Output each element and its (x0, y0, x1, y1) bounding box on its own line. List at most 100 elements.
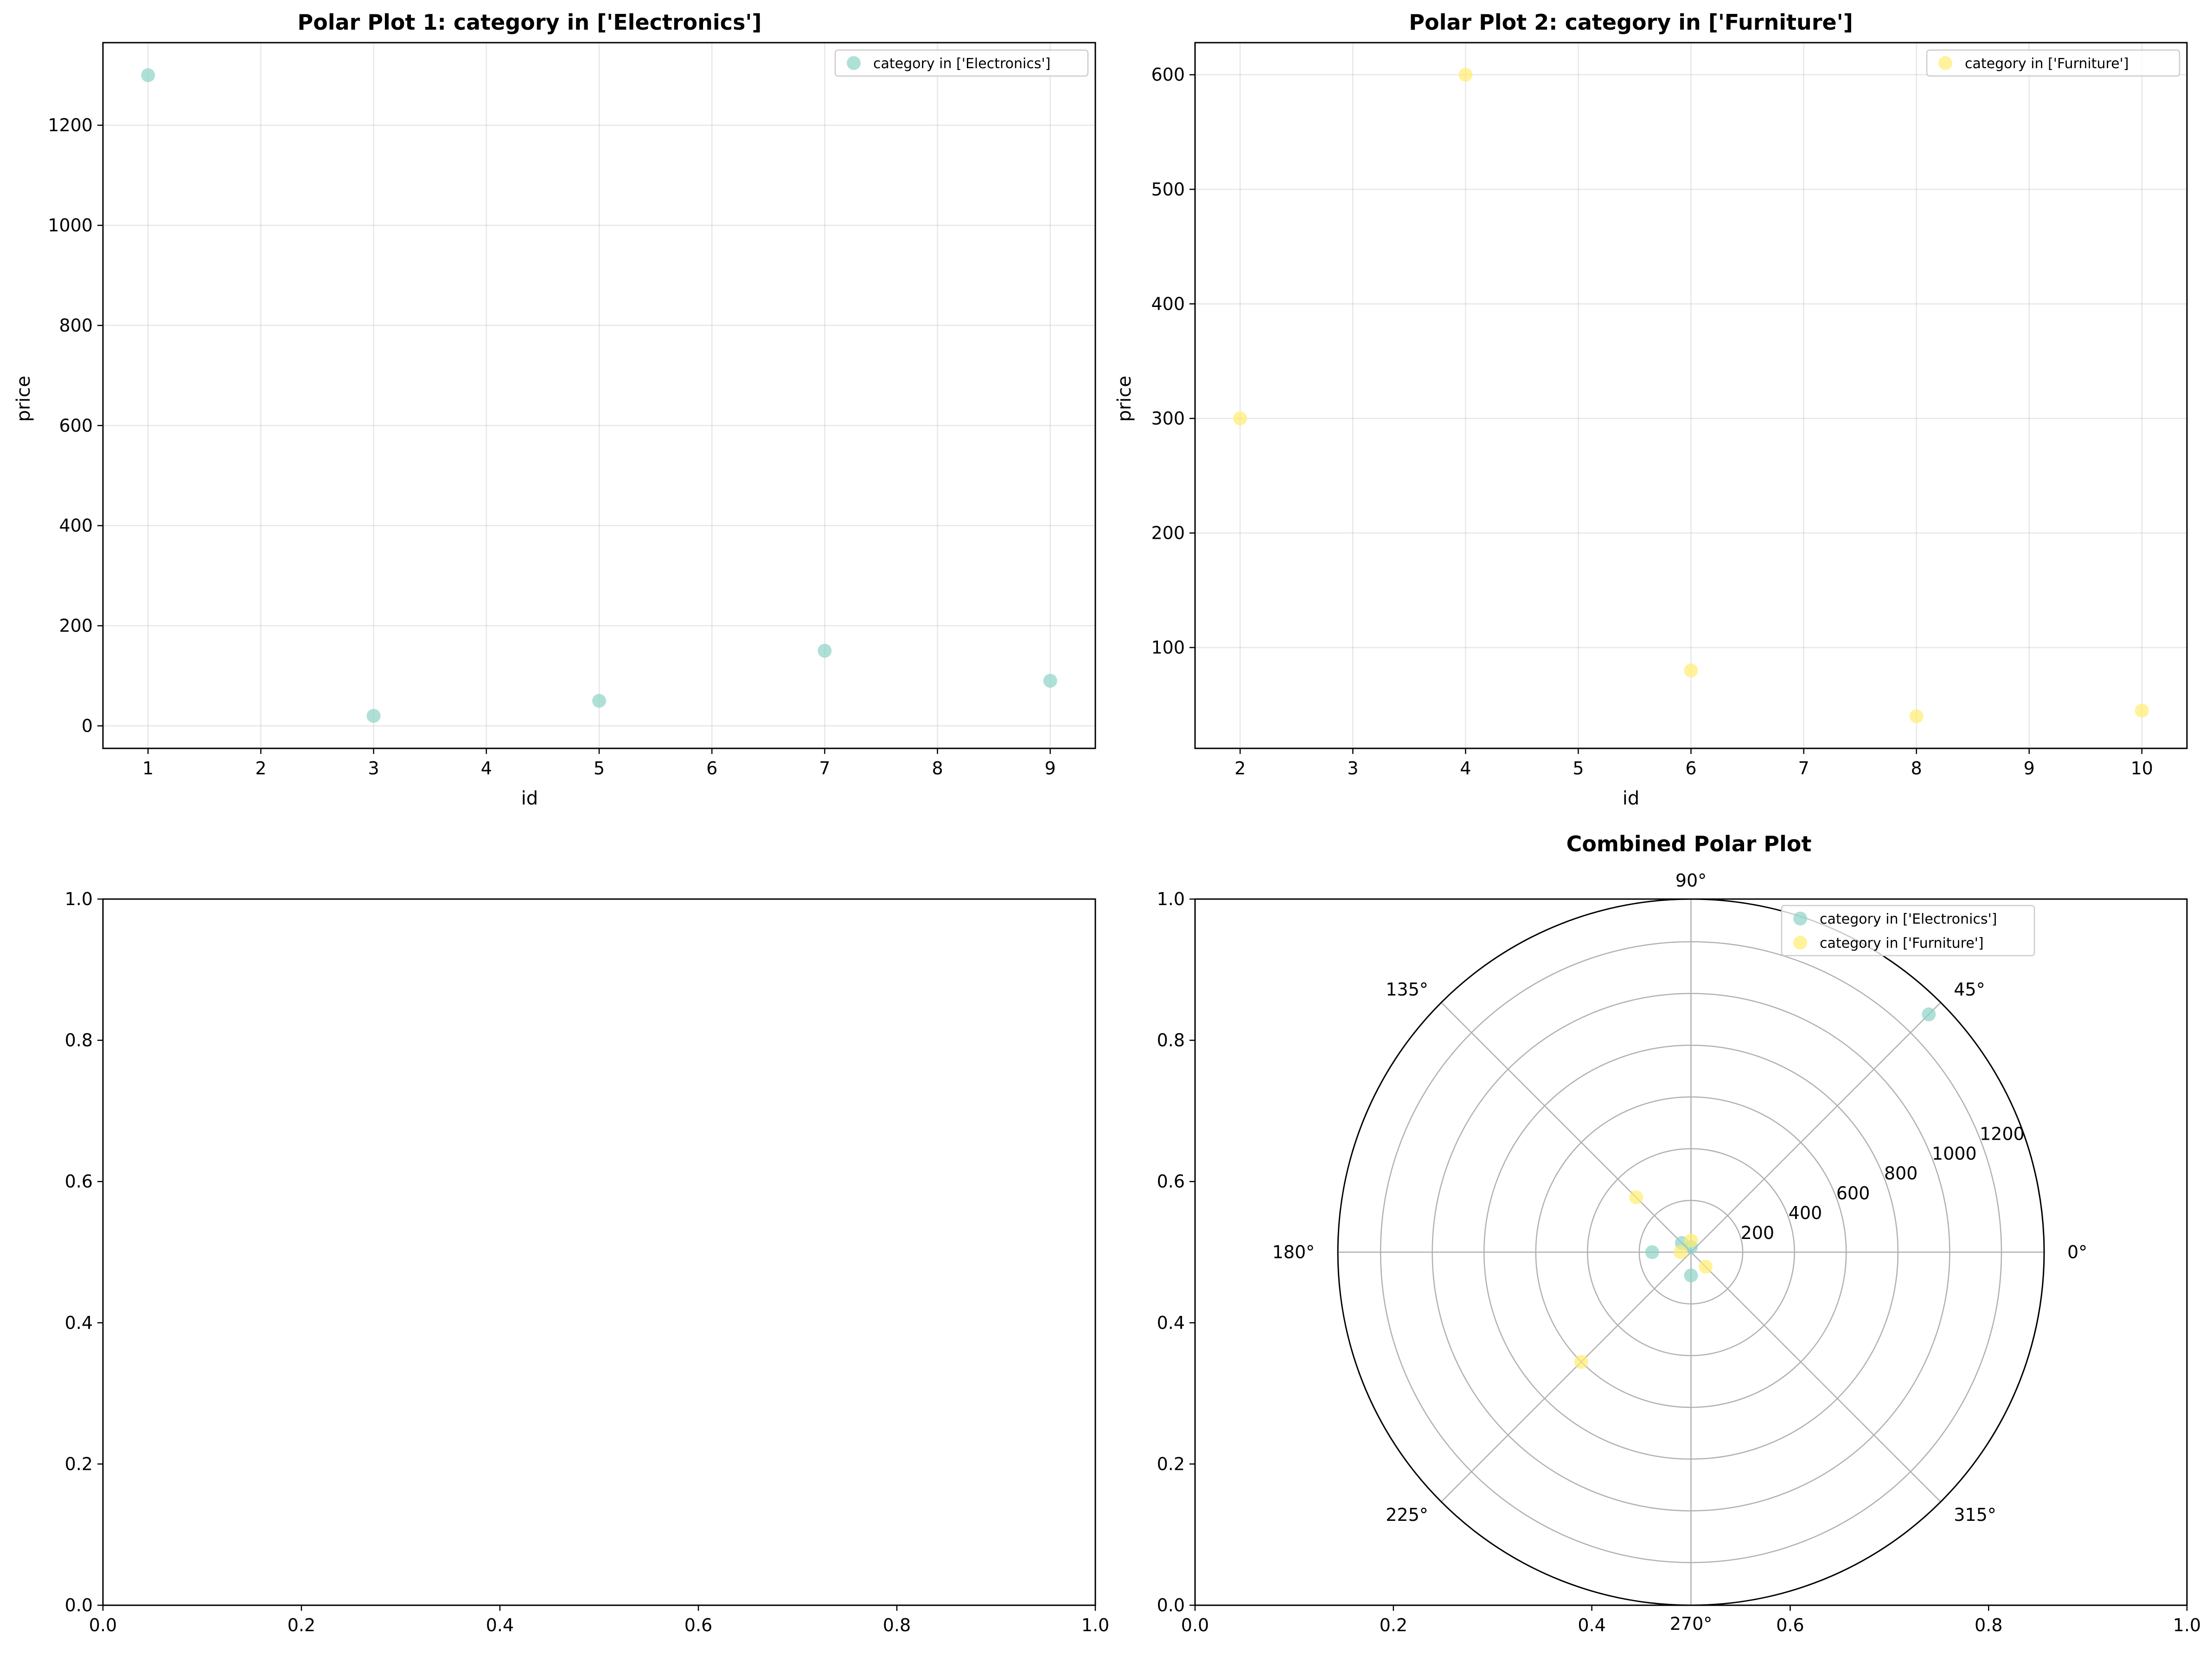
polar-r-tick-label: 600 (1836, 1183, 1870, 1203)
panel3-y-tick-label: 1.0 (65, 889, 93, 909)
polar-r-tick-label: 400 (1789, 1203, 1822, 1223)
polar-radius-gridline (1535, 1096, 1847, 1408)
polar-point-series-1 (1922, 1007, 1936, 1021)
polar-point-series-1 (1684, 1268, 1698, 1283)
panel4-y-tick-label: 0.4 (1157, 1313, 1185, 1333)
panel2-legend-box (1926, 49, 2180, 77)
polar-angle-gridline (1441, 1251, 1692, 1502)
panel2-legend-marker (1938, 56, 1952, 70)
polar-radius-gridline (1380, 941, 2002, 1564)
panel2-x-tick-label: 10 (2131, 758, 2153, 779)
polar-r-tick-label: 800 (1884, 1163, 1918, 1184)
panel1-y-tick-label: 200 (59, 616, 93, 636)
polar-r-tick-label: 200 (1741, 1223, 1775, 1243)
polar-point-series-2 (1574, 1355, 1588, 1369)
panel2-point (2135, 703, 2149, 718)
panel1-legend-label: category in ['Electronics'] (873, 56, 1050, 72)
panel4-y-tick-label: 0.6 (1157, 1171, 1185, 1192)
polar-radius-gridline (1432, 993, 1950, 1512)
panel3-x-tick-label: 0.6 (684, 1615, 712, 1635)
panel4-legend-box (1781, 905, 2035, 957)
polar-radius-gridline (1587, 1148, 1795, 1356)
empty-axes-panel: 0.0 0.2 0.4 0.6 0.8 1.0 0.0 0.2 0.4 0.6 0.8 1.0 (65, 889, 1110, 1635)
polar-angle-tick-label: 225° (1386, 1505, 1428, 1525)
polar-angle-tick-label: 45° (1954, 979, 1985, 1000)
polar-outer-circle (1337, 898, 2045, 1606)
polar-point-series-2 (1699, 1260, 1713, 1274)
panel2-ylabel: price (1114, 376, 1135, 422)
panel2-y-tick-label: 400 (1151, 294, 1185, 314)
panel1-point (818, 644, 832, 658)
panel1-point (1043, 674, 1057, 688)
panel1-y-tick-label: 1200 (48, 115, 93, 135)
panel2-x-tick-label: 3 (1347, 758, 1358, 779)
panel4-x-tick-label: 0.2 (1380, 1615, 1407, 1635)
panel4-x-tick-label: 0.0 (1181, 1615, 1209, 1635)
panel2-point (1458, 68, 1473, 82)
panel4-y-tick-label: 0.2 (1157, 1454, 1185, 1474)
panel4-x-tick-label: 0.6 (1776, 1615, 1804, 1635)
panel1-title: Polar Plot 1: category in ['Electronics'… (298, 10, 762, 35)
panel2-y-tick-label: 300 (1151, 408, 1185, 428)
polar-angle-tick-label: 90° (1675, 870, 1707, 891)
panel3-x-tick-label: 0.8 (883, 1615, 911, 1635)
polar-angle-tick-label: 270° (1670, 1614, 1713, 1634)
combined-polar-panel: Combined Polar Plot 0.0 0.2 0.4 0.6 0.8 1.0 0.… (1157, 831, 2201, 1635)
panel2-legend-label: category in ['Furniture'] (1965, 56, 2129, 72)
panel2-point (1909, 709, 1924, 723)
panel1-legend-box (834, 49, 1089, 77)
panel1-x-tick-label: 9 (1045, 758, 1056, 779)
panel2-point (1233, 411, 1247, 426)
panel3-y-tick-label: 0.4 (65, 1313, 93, 1333)
panel4-legend-label: category in ['Electronics'] (1820, 911, 1997, 927)
panel1-point (366, 708, 381, 723)
polar-angle-gridline (1441, 1002, 1692, 1253)
panel1-x-tick-label: 8 (932, 758, 943, 779)
panel2-x-tick-label: 2 (1234, 758, 1246, 779)
panel1-ylabel: price (13, 376, 34, 422)
panel1-x-tick-label: 1 (142, 758, 153, 779)
polar-point-series-2 (1684, 1233, 1698, 1248)
panel4-y-tick-label: 0.0 (1157, 1595, 1185, 1615)
panel2-x-tick-label: 4 (1460, 758, 1471, 779)
panel4-y-tick-label: 1.0 (1157, 889, 1185, 909)
panel2-y-tick-label: 600 (1151, 64, 1185, 85)
panel4-title: Combined Polar Plot (1566, 831, 1812, 856)
panel2-y-tick-label: 500 (1151, 179, 1185, 199)
polar-radius-gridline (1638, 1200, 1744, 1305)
panel2-x-tick-label: 7 (1798, 758, 1809, 779)
panel1-y-tick-label: 0 (82, 715, 93, 736)
panel2-title: Polar Plot 2: category in ['Furniture'] (1409, 10, 1853, 35)
panel1-xlabel: id (521, 788, 538, 809)
polar-angle-tick-label: 0° (2067, 1242, 2087, 1263)
panel3-x-tick-label: 1.0 (1081, 1615, 1109, 1635)
polar-angle-tick-label: 135° (1386, 979, 1428, 1000)
polar-point-series-2 (1629, 1190, 1643, 1205)
polar-point-series-2 (1674, 1245, 1688, 1259)
panel2-y-tick-label: 200 (1151, 523, 1185, 543)
panel2-y-tick-label: 100 (1151, 638, 1185, 658)
panel1-y-tick-label: 1000 (48, 215, 93, 236)
panel2-x-tick-label: 8 (1911, 758, 1922, 779)
panel1-y-tick-label: 800 (59, 315, 93, 336)
panel1-point (592, 694, 606, 708)
panel1-legend-marker (847, 56, 861, 70)
polar-angle-tick-label: 180° (1272, 1242, 1315, 1263)
panel1-x-tick-label: 6 (706, 758, 717, 779)
polar-r-tick-label: 1000 (1932, 1143, 1977, 1164)
panel1-x-tick-label: 4 (481, 758, 492, 779)
polar-angle-tick-label: 315° (1954, 1505, 1996, 1525)
panel1-point (141, 68, 155, 83)
panel4-legend-marker (1793, 912, 1807, 925)
panel3-y-tick-label: 0.0 (65, 1595, 93, 1615)
panel3-axes-frame (102, 898, 1096, 1606)
panel1-y-tick-label: 400 (59, 516, 93, 536)
panel2-x-tick-label: 9 (2024, 758, 2035, 779)
panel2-xlabel: id (1623, 788, 1640, 809)
panel2-x-tick-label: 6 (1685, 758, 1696, 779)
polar-angle-gridline (1690, 1251, 1941, 1502)
panel3-x-tick-label: 0.0 (89, 1615, 117, 1635)
panel1-x-tick-label: 2 (255, 758, 266, 779)
panel3-y-tick-label: 0.6 (65, 1171, 93, 1192)
